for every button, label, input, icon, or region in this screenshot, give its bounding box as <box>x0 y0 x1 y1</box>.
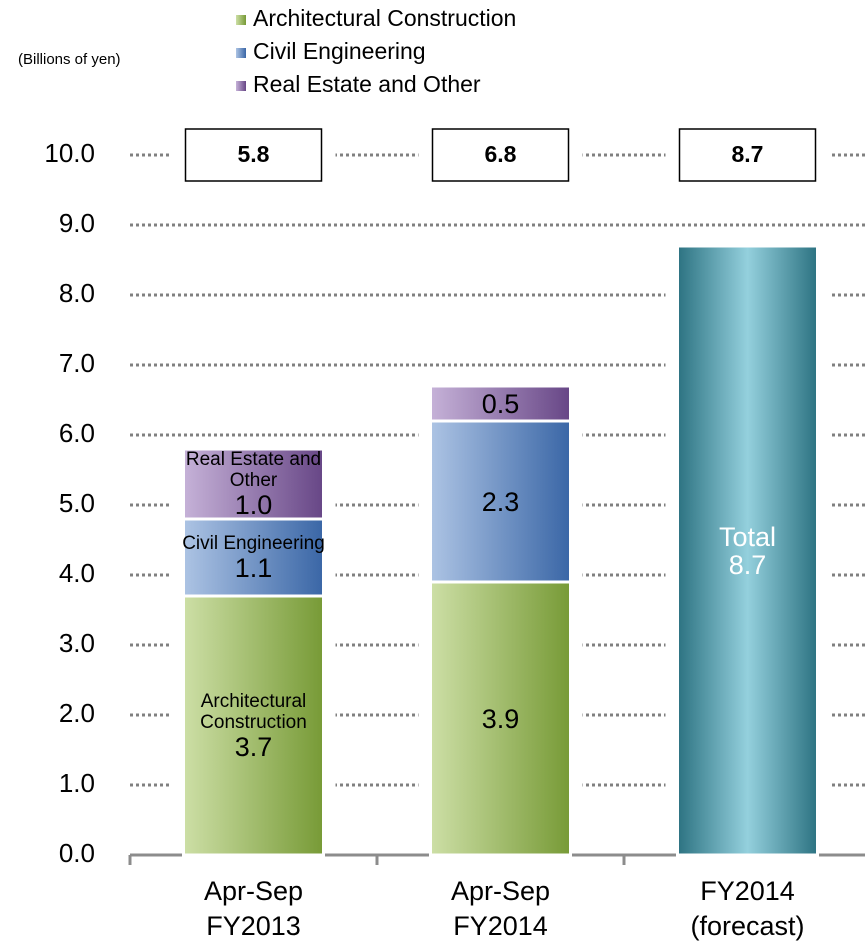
segment-label: 3.9 <box>411 659 591 779</box>
total-label: 6.8 <box>485 141 517 167</box>
x-tick-label: FY2014 <box>453 911 548 941</box>
segment-value: 8.7 <box>728 549 767 580</box>
segment-value: 3.7 <box>234 731 273 762</box>
x-tick-label: (forecast) <box>690 911 804 941</box>
y-tick-label: 6.0 <box>59 418 95 448</box>
bar-segment <box>676 244 819 857</box>
y-tick-label: 4.0 <box>59 558 95 588</box>
segment-label: Total 8.7 <box>658 491 838 611</box>
legend-swatch <box>236 48 246 58</box>
bar-segment <box>429 580 572 857</box>
segment-label: Architectural Construction 3.7 <box>164 666 344 786</box>
total-box <box>431 128 570 182</box>
segment-name: Real Estate and Other <box>185 449 322 491</box>
bar-segment <box>182 447 325 521</box>
bar-segment <box>182 594 325 857</box>
unit-label: (Billions of yen) <box>18 51 121 68</box>
y-tick-label: 3.0 <box>59 628 95 658</box>
x-tick-label: FY2013 <box>206 911 301 941</box>
total-box <box>184 128 323 182</box>
segment-value: 1.0 <box>234 490 273 520</box>
segment-value: 1.1 <box>234 553 273 583</box>
x-tick-label: FY2014 <box>700 876 795 906</box>
segment-value: 2.3 <box>481 486 520 517</box>
total-box <box>678 128 817 182</box>
y-tick-label: 0.0 <box>59 838 95 868</box>
y-tick-label: 10.0 <box>44 138 95 168</box>
bar-segment <box>429 384 572 423</box>
x-tick-label: Apr-Sep <box>451 876 550 906</box>
segment-label: Civil Engineering 1.1 <box>164 498 344 618</box>
total-label: 8.7 <box>732 141 764 167</box>
segment-name: Total <box>718 521 777 552</box>
segment-value: 0.5 <box>481 388 520 419</box>
legend-label: Architectural Construction <box>253 5 516 31</box>
x-tick-label: Apr-Sep <box>204 876 303 906</box>
segment-label: 2.3 <box>411 442 591 562</box>
y-tick-label: 9.0 <box>59 208 95 238</box>
legend-swatch <box>236 81 246 91</box>
segment-label: Real Estate and Other 1.0 <box>164 424 344 544</box>
y-tick-label: 8.0 <box>59 278 95 308</box>
segment-value: 3.9 <box>481 703 520 734</box>
y-tick-label: 1.0 <box>59 768 95 798</box>
legend-label: Civil Engineering <box>253 38 426 64</box>
segment-label: 0.5 <box>411 344 591 464</box>
legend-label: Real Estate and Other <box>253 71 481 97</box>
bar-segment <box>182 517 325 598</box>
y-tick-label: 7.0 <box>59 348 95 378</box>
segment-name: Civil Engineering <box>182 533 325 554</box>
y-tick-label: 2.0 <box>59 698 95 728</box>
total-label: 5.8 <box>238 141 270 167</box>
segment-name: Architectural Construction <box>200 690 307 733</box>
y-tick-label: 5.0 <box>59 488 95 518</box>
legend-swatch <box>236 15 246 25</box>
